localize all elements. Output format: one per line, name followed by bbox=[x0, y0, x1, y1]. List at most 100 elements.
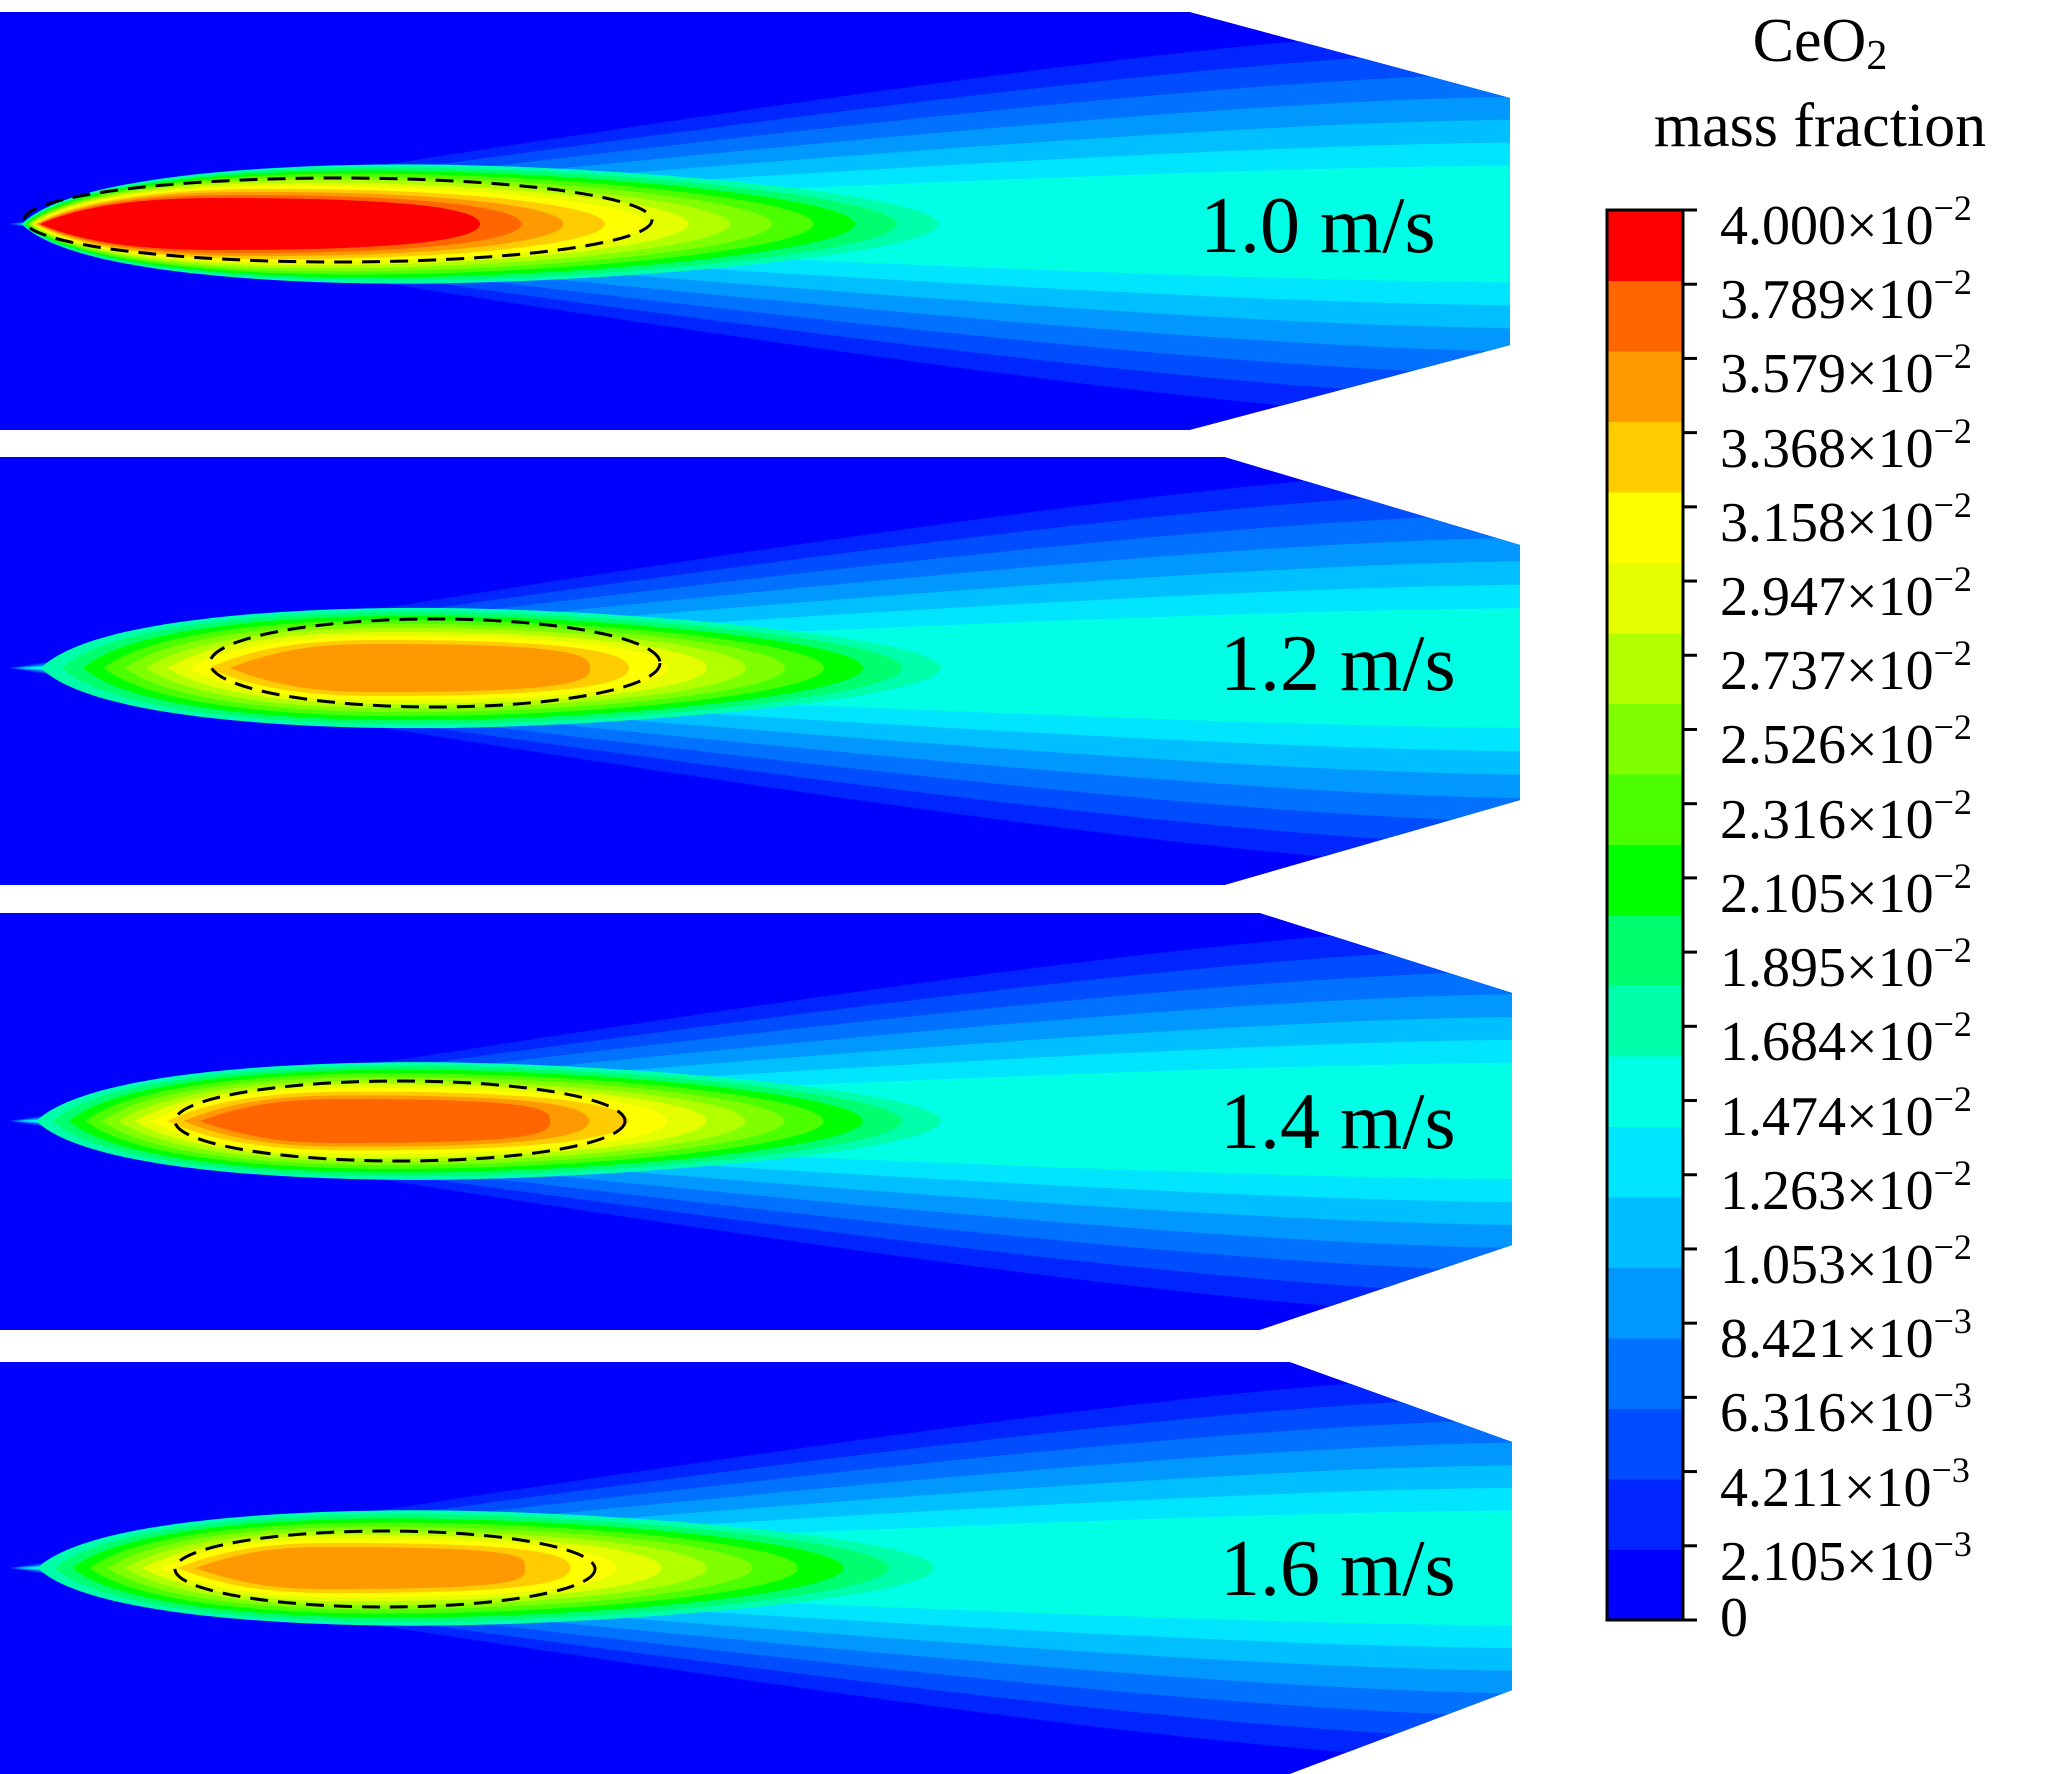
colorbar-segment bbox=[1607, 774, 1683, 845]
tick-mantissa: 4.000×10 bbox=[1720, 195, 1934, 257]
tick-exponent: −3 bbox=[1933, 1523, 1972, 1564]
contour-band bbox=[40, 198, 480, 250]
colorbar-segment bbox=[1607, 1338, 1683, 1409]
colorbar-segment bbox=[1607, 1267, 1683, 1339]
colorbar-tick-label: 3.368×10−2 bbox=[1720, 403, 1972, 477]
core-highlight-ellipse bbox=[173, 1079, 627, 1163]
tick-mantissa: 1.053×10 bbox=[1720, 1233, 1934, 1296]
colorbar-tick-label: 8.421×10−3 bbox=[1720, 1293, 1972, 1367]
tick-exponent: −2 bbox=[1933, 1226, 1972, 1267]
tick-mantissa: 3.158×10 bbox=[1720, 491, 1934, 554]
tick-exponent: −2 bbox=[1933, 1152, 1972, 1193]
colorbar-segment bbox=[1607, 562, 1683, 634]
tick-mantissa: 6.316×10 bbox=[1720, 1382, 1934, 1445]
colorbar-segment bbox=[1607, 985, 1683, 1057]
colorbar-title: CeO2 mass fraction bbox=[1595, 6, 2045, 161]
contour-band bbox=[195, 1547, 526, 1589]
colorbar-segment bbox=[1607, 492, 1683, 563]
core-highlight-ellipse bbox=[173, 1529, 597, 1609]
tick-exponent: −2 bbox=[1933, 707, 1972, 748]
tick-mantissa: 1.895×10 bbox=[1720, 937, 1934, 1000]
colorbar-tick-label: 2.947×10−2 bbox=[1720, 551, 1972, 625]
contour-panel: 1.0 m/s bbox=[0, 12, 1510, 430]
colorbar-tick-label: 3.158×10−2 bbox=[1720, 477, 1972, 551]
colorbar-segment bbox=[1607, 210, 1683, 281]
tick-exponent: −2 bbox=[1933, 484, 1972, 525]
colorbar-tick-label: 1.684×10−2 bbox=[1720, 996, 1972, 1070]
tick-exponent: −2 bbox=[1933, 633, 1972, 674]
tick-exponent: −2 bbox=[1933, 1078, 1972, 1119]
contour-band bbox=[200, 1099, 550, 1143]
tick-exponent: −3 bbox=[1933, 1301, 1972, 1342]
colorbar-segment bbox=[1607, 1197, 1683, 1268]
colorbar-tick-label: 2.526×10−2 bbox=[1720, 699, 1972, 773]
colorbar-tick-label: 4.211×10−3 bbox=[1720, 1442, 1970, 1516]
panel-velocity-label: 1.4 m/s bbox=[1220, 1078, 1456, 1166]
tick-exponent: −2 bbox=[1933, 262, 1972, 303]
contour-panel: 1.4 m/s bbox=[0, 913, 1512, 1330]
tick-exponent: −2 bbox=[1933, 1004, 1972, 1045]
quantity-name: CeO bbox=[1752, 7, 1867, 75]
tick-mantissa: 2.737×10 bbox=[1720, 640, 1934, 703]
tick-mantissa: 0 bbox=[1720, 1587, 1748, 1649]
colorbar-segment bbox=[1607, 915, 1683, 986]
tick-exponent: −2 bbox=[1933, 336, 1972, 377]
tick-mantissa: 1.263×10 bbox=[1720, 1159, 1934, 1222]
colorbar-tick-label: 2.105×10−2 bbox=[1720, 848, 1972, 922]
colorbar-segment bbox=[1607, 1056, 1683, 1127]
colorbar-segment bbox=[1607, 844, 1683, 916]
colorbar-tick-label: 4.000×10−2 bbox=[1720, 180, 1972, 254]
core-highlight-ellipse bbox=[22, 176, 654, 264]
tick-mantissa: 2.947×10 bbox=[1720, 566, 1934, 629]
colorbar-tick-label: 2.316×10−2 bbox=[1720, 774, 1972, 848]
tick-mantissa: 1.684×10 bbox=[1720, 1011, 1934, 1074]
tick-exponent: −2 bbox=[1933, 855, 1972, 896]
panel-velocity-label: 1.0 m/s bbox=[1200, 182, 1436, 270]
tick-exponent: −2 bbox=[1933, 559, 1972, 600]
colorbar-frame bbox=[1605, 208, 1685, 1622]
tick-mantissa: 4.211×10 bbox=[1720, 1456, 1932, 1519]
colorbar-segment bbox=[1607, 421, 1683, 493]
tick-mantissa: 2.105×10 bbox=[1720, 1530, 1934, 1593]
tick-exponent: −2 bbox=[1933, 781, 1972, 822]
colorbar-tick-label: 1.895×10−2 bbox=[1720, 922, 1972, 996]
colorbar-segment bbox=[1607, 351, 1683, 422]
tick-exponent: −3 bbox=[1931, 1449, 1970, 1490]
tick-mantissa: 3.789×10 bbox=[1720, 269, 1934, 332]
tick-mantissa: 3.368×10 bbox=[1720, 417, 1934, 480]
colorbar-segment bbox=[1607, 1126, 1683, 1198]
contour-panel: 1.2 m/s bbox=[0, 457, 1520, 885]
contour-band bbox=[230, 644, 590, 692]
tick-mantissa: 8.421×10 bbox=[1720, 1308, 1934, 1371]
tick-exponent: −2 bbox=[1933, 930, 1972, 971]
tick-mantissa: 2.316×10 bbox=[1720, 788, 1934, 851]
colorbar-segment bbox=[1607, 1408, 1683, 1480]
contour-panel: 1.6 m/s bbox=[0, 1362, 1512, 1774]
colorbar-tick-label: 0 bbox=[1720, 1590, 1748, 1646]
tick-exponent: −3 bbox=[1933, 1375, 1972, 1416]
tick-mantissa: 3.579×10 bbox=[1720, 343, 1934, 406]
tick-mantissa: 2.105×10 bbox=[1720, 862, 1934, 925]
panel-velocity-label: 1.6 m/s bbox=[1220, 1525, 1456, 1613]
colorbar-tick-label: 2.737×10−2 bbox=[1720, 625, 1972, 699]
colorbar-tick-label: 1.053×10−2 bbox=[1720, 1219, 1972, 1293]
tick-mantissa: 1.474×10 bbox=[1720, 1085, 1934, 1148]
colorbar-tick-label: 3.789×10−2 bbox=[1720, 254, 1972, 328]
quantity-subscript: 2 bbox=[1866, 33, 1888, 79]
colorbar-segment bbox=[1607, 280, 1683, 352]
tick-exponent: −2 bbox=[1933, 188, 1972, 228]
colorbar-segment bbox=[1607, 633, 1683, 704]
colorbar-tick-label: 1.474×10−2 bbox=[1720, 1071, 1972, 1145]
tick-exponent: −2 bbox=[1933, 410, 1972, 451]
colorbar-segment bbox=[1607, 703, 1683, 775]
colorbar-segment bbox=[1607, 1479, 1683, 1550]
core-highlight-ellipse bbox=[208, 617, 662, 709]
colorbar-tick-label: 1.263×10−2 bbox=[1720, 1145, 1972, 1219]
colorbar-tick-label: 2.105×10−3 bbox=[1720, 1516, 1972, 1590]
colorbar-segment bbox=[1607, 1549, 1683, 1621]
colorbar bbox=[1605, 208, 1697, 1622]
panel-velocity-label: 1.2 m/s bbox=[1220, 620, 1456, 708]
quantity-line2: mass fraction bbox=[1653, 92, 1987, 160]
tick-mantissa: 2.526×10 bbox=[1720, 714, 1934, 777]
